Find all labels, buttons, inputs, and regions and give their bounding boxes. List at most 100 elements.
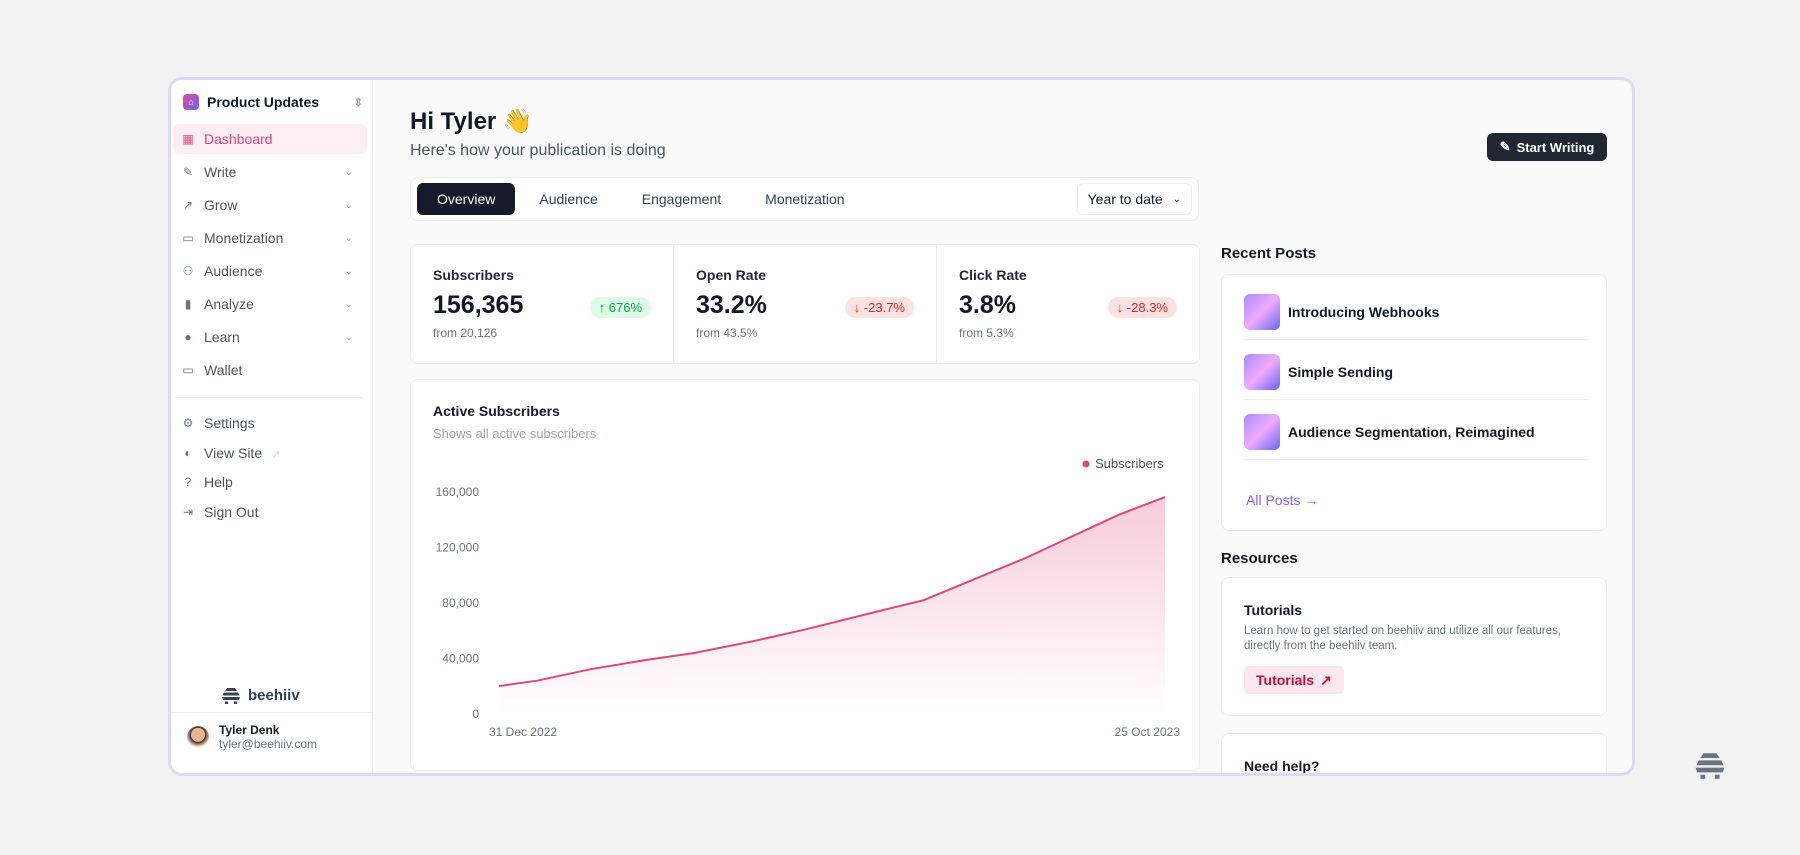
publication-switcher[interactable]: ⌂ Product Updates ⇕ — [183, 90, 363, 114]
pencil-icon: ✎ — [182, 165, 194, 179]
tutorials-description: Learn how to get started on beehiiv and … — [1244, 625, 1562, 652]
post-title: Introducing Webhooks — [1288, 303, 1440, 320]
sidebar-item-view-site[interactable]: ◐ View Site ↗ — [173, 438, 367, 468]
trending-up-icon: ↗ — [182, 198, 194, 212]
stat-label: Subscribers — [433, 267, 514, 283]
sidebar-item-settings[interactable]: ⚙ Settings — [173, 408, 367, 438]
sign-out-icon: ⇥ — [182, 504, 194, 519]
post-thumbnail — [1244, 353, 1280, 390]
lightbulb-icon: ● — [184, 330, 192, 344]
app-window: ⌂ Product Updates ⇕ ▦ Dashboard ✎ Write ⌄ ↗ Gr… — [168, 77, 1635, 776]
chevron-down-icon: ⌄ — [344, 232, 353, 244]
arrow-down-icon: ↓ — [853, 300, 864, 315]
stats-card: Subscribers 156,365 from 20,126 ↑ 676% Open … — [410, 244, 1200, 364]
post-item[interactable]: Introducing Webhooks — [1244, 284, 1588, 340]
sidebar-item-wallet[interactable]: ▭ Wallet — [173, 355, 367, 385]
recent-posts-title: Recent Posts — [1221, 245, 1317, 262]
y-tick-label: 120,000 — [436, 541, 480, 555]
resources-title: Resources — [1221, 550, 1298, 567]
tutorials-button[interactable]: Tutorials ↗ — [1244, 666, 1344, 694]
post-thumbnail — [1244, 293, 1280, 330]
grid-icon: ▦ — [182, 132, 194, 146]
y-tick-label: 160,000 — [436, 485, 480, 499]
post-title: Simple Sending — [1288, 363, 1394, 380]
stat-click-rate: Click Rate 3.8% from 5.3% ↓ -28.3% — [937, 245, 1199, 363]
chevron-down-icon: ⌄ — [1172, 193, 1181, 205]
sidebar-item-label: Learn — [204, 329, 240, 345]
tab-engagement[interactable]: Engagement — [641, 191, 722, 207]
user-profile[interactable]: Tyler Denk tyler@beehiiv.com — [171, 712, 372, 761]
y-tick-label: 40,000 — [442, 652, 479, 666]
start-writing-button[interactable]: ✎ Start Writing — [1487, 133, 1607, 161]
tutorials-button-label: Tutorials — [1256, 672, 1315, 688]
sidebar-item-write[interactable]: ✎ Write ⌄ — [173, 157, 367, 187]
subscribers-chart: 0 40,000 80,000 120,000 160,000 31 Dec 2022 25… — [436, 456, 1181, 739]
date-range-value: Year to date — [1087, 191, 1163, 207]
stat-subscribers: Subscribers 156,365 from 20,126 ↑ 676% — [411, 245, 674, 363]
post-item[interactable]: Simple Sending — [1244, 344, 1588, 400]
chart-title: Active Subscribers — [433, 403, 560, 419]
chevron-down-icon: ⌄ — [344, 166, 353, 178]
stat-value: 33.2% — [696, 291, 767, 319]
beehiiv-logo: beehiiv — [221, 687, 300, 704]
chart-subtitle: Shows all active subscribers — [433, 426, 597, 441]
user-email: tyler@beehiiv.com — [219, 737, 317, 751]
area-fill — [499, 497, 1165, 714]
chevron-down-icon: ⌄ — [344, 199, 353, 211]
y-tick-label: 0 — [472, 707, 479, 721]
tutorials-card: Tutorials Learn how to get started on be… — [1221, 577, 1607, 716]
gear-icon: ⚙ — [182, 416, 194, 430]
sidebar-item-sign-out[interactable]: ⇥ Sign Out — [173, 497, 367, 527]
post-item[interactable]: Audience Segmentation, Reimagined — [1244, 404, 1588, 460]
sidebar-item-learn[interactable]: ● Learn ⌄ — [173, 322, 367, 352]
stat-value: 156,365 — [433, 291, 524, 319]
brand-name: beehiiv — [248, 687, 300, 704]
sidebar-item-label: Help — [204, 474, 233, 490]
recent-posts-card: All Posts → Introducing Webhooks Simple S… — [1221, 274, 1607, 531]
sidebar-item-help[interactable]: ? Help — [173, 467, 367, 497]
date-range-select[interactable]: Year to date ⌄ — [1076, 183, 1192, 215]
sidebar-item-label: Audience — [204, 263, 263, 279]
series-line-subscribers — [498, 496, 1166, 688]
y-tick-label: 80,000 — [442, 596, 479, 610]
bar-chart-icon: ▮ — [184, 297, 192, 311]
sidebar-item-label: Grow — [204, 197, 238, 213]
change-value: 676% — [608, 300, 642, 315]
arrow-down-icon: ↓ — [1116, 300, 1127, 315]
need-help-card: Need help? — [1221, 733, 1607, 774]
active-subscribers-card: Active Subscribers Shows all active subs… — [410, 379, 1200, 771]
stat-value: 3.8% — [959, 291, 1016, 319]
sidebar-item-analyze[interactable]: ▮ Analyze ⌄ — [173, 289, 367, 319]
chevron-up-down-icon: ⇕ — [353, 96, 363, 109]
sidebar-item-dashboard[interactable]: ▦ Dashboard — [173, 124, 367, 154]
post-thumbnail — [1244, 413, 1280, 450]
dashboard-tabs: Overview Audience Engagement Monetization Y… — [410, 177, 1199, 221]
avatar — [187, 726, 209, 748]
change-badge: ↑ 676% — [589, 297, 651, 318]
globe-icon: ◐ — [184, 445, 192, 460]
all-posts-link[interactable]: All Posts → — [1246, 492, 1319, 508]
sidebar-item-audience[interactable]: ⚇ Audience ⌄ — [173, 256, 367, 286]
change-badge: ↓ -23.7% — [844, 297, 914, 318]
help-icon: ? — [184, 475, 192, 489]
sidebar-item-label: Analyze — [204, 296, 254, 312]
cash-icon: ▭ — [182, 231, 194, 245]
tab-audience[interactable]: Audience — [539, 191, 598, 207]
need-help-title: Need help? — [1244, 758, 1320, 774]
stat-previous: from 20,126 — [433, 326, 498, 340]
x-tick-label: 25 Oct 2023 — [1115, 725, 1181, 739]
stat-previous: from 43.5% — [696, 326, 758, 340]
sidebar: ⌂ Product Updates ⇕ ▦ Dashboard ✎ Write ⌄ ↗ Gr… — [171, 80, 373, 773]
tutorials-title: Tutorials — [1244, 602, 1303, 618]
post-title: Audience Segmentation, Reimagined — [1288, 423, 1535, 440]
tab-overview[interactable]: Overview — [417, 183, 516, 215]
arrow-up-icon: ↑ — [598, 300, 609, 315]
stat-label: Open Rate — [696, 267, 767, 283]
tab-monetization[interactable]: Monetization — [765, 191, 845, 207]
wallet-icon: ▭ — [182, 363, 194, 377]
sidebar-item-monetization[interactable]: ▭ Monetization ⌄ — [173, 223, 367, 253]
sidebar-item-label: Write — [204, 164, 237, 180]
legend-marker — [1082, 460, 1090, 468]
sidebar-item-grow[interactable]: ↗ Grow ⌄ — [173, 190, 367, 220]
sidebar-item-label: View Site — [204, 444, 263, 461]
